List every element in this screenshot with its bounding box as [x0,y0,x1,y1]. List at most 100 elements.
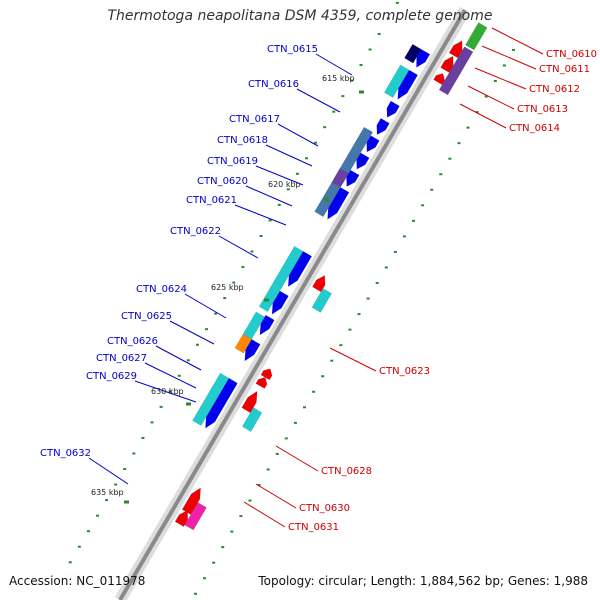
tick-mark [511,48,515,51]
tick-mark [177,374,181,377]
gene-label-ctn-0615[interactable]: CTN_0615 [267,44,318,55]
cds-forward-arrow [327,187,350,220]
tick-mark [214,312,218,315]
tick-mark [114,483,118,486]
cds-forward-arrow [386,100,400,118]
tick-mark [368,48,372,51]
cog-forward-bar [383,64,410,98]
gene-label-ctn-0621[interactable]: CTN_0621 [186,195,237,206]
cog-forward-bar [192,372,230,426]
gene-label-ctn-0628[interactable]: CTN_0628 [321,466,372,477]
tick-mark [312,390,316,393]
tick-mark [332,110,336,113]
tick-mark [123,468,127,471]
label-leader-line [481,45,537,70]
scale-marker-label: 620 kbp [268,180,301,189]
scale-marker-tick [264,298,269,302]
label-leader-line [169,320,215,345]
tick-mark [275,452,279,455]
tick-mark [366,297,370,300]
tick-mark [141,436,145,439]
gene-label-ctn-0618[interactable]: CTN_0618 [217,135,268,146]
tick-mark [77,545,81,548]
gene-label-ctn-0627[interactable]: CTN_0627 [96,353,147,364]
tick-mark [168,390,172,393]
tick-mark [323,126,327,129]
gene-label-ctn-0626[interactable]: CTN_0626 [107,336,158,347]
cog-reverse-bar [311,288,333,313]
gene-label-ctn-0624[interactable]: CTN_0624 [136,284,187,295]
gene-label-ctn-0613[interactable]: CTN_0613 [517,104,568,115]
gene-labels: CTN_0615 CTN_0616 CTN_0617 CTN_0618 CTN_0619… [40,44,597,533]
label-leader-line [329,347,377,372]
tick-mark [502,64,506,67]
tick-mark [241,266,245,269]
label-leader-line [134,380,197,403]
label-leader-line [265,144,313,167]
scale-marker-label: 630 kbp [151,387,184,396]
cds-reverse-arrow [433,73,445,86]
gene-label-ctn-0614[interactable]: CTN_0614 [509,123,560,134]
tick-mark [230,530,234,533]
label-leader-line [184,293,227,319]
tick-mark [295,172,299,175]
gene-label-ctn-0630[interactable]: CTN_0630 [299,503,350,514]
tick-mark [195,343,199,346]
tick-mark [239,515,243,518]
tick-mark [475,111,479,114]
tick-mark [339,344,343,347]
gene-label-ctn-0619[interactable]: CTN_0619 [207,156,258,167]
tick-mark [357,313,361,316]
gene-label-ctn-0620[interactable]: CTN_0620 [197,176,248,187]
gene-label-ctn-0610[interactable]: CTN_0610 [546,49,597,60]
cds-forward-arrow [271,290,289,315]
cds-reverse-arrow [255,377,268,389]
cds-reverse-arrow [448,40,463,59]
scale-marker-tick [359,90,364,94]
tick-mark [186,359,190,362]
tick-mark [203,577,207,580]
tick-marks [68,1,515,595]
label-leader-line [277,123,319,147]
gene-label-ctn-0631[interactable]: CTN_0631 [288,522,339,533]
gene-label-ctn-0632[interactable]: CTN_0632 [40,448,91,459]
tick-mark [268,219,272,222]
label-leader-line [144,362,197,389]
tick-mark [395,1,399,4]
gene-label-ctn-0622[interactable]: CTN_0622 [170,226,221,237]
tick-mark [457,142,461,145]
tick-mark [221,546,225,549]
gene-label-ctn-0617[interactable]: CTN_0617 [229,114,280,125]
tick-mark [284,437,288,440]
scale-marker-label: 615 kbp [322,74,355,83]
tick-mark [341,95,345,98]
tick-mark [466,126,470,129]
scale-marker-label: 635 kbp [91,488,124,497]
tick-mark [430,188,434,191]
tick-mark [321,375,325,378]
label-leader-line [155,345,202,371]
label-leader-line [255,165,304,186]
tick-mark [193,592,197,595]
gene-label-ctn-0616[interactable]: CTN_0616 [248,79,299,90]
gene-label-ctn-0623[interactable]: CTN_0623 [379,366,430,377]
tick-mark [412,219,416,222]
cds-forward-arrow [416,48,431,68]
cog-reverse-bar [241,407,263,432]
tick-mark [277,203,281,206]
label-leader-line [467,85,515,110]
scale-marker-tick [324,198,329,202]
gene-label-ctn-0612[interactable]: CTN_0612 [529,84,580,95]
gene-label-ctn-0629[interactable]: CTN_0629 [86,371,137,382]
gene-label-ctn-0611[interactable]: CTN_0611 [539,64,590,75]
gene-label-ctn-0625[interactable]: CTN_0625 [121,311,172,322]
tick-mark [302,406,306,409]
tick-mark [150,421,154,424]
tick-mark [257,484,261,487]
tick-mark [386,17,390,20]
label-leader-line [218,235,259,259]
tick-mark [377,32,381,35]
tick-mark [493,80,497,83]
label-leaders [88,27,544,528]
tick-mark [132,452,136,455]
